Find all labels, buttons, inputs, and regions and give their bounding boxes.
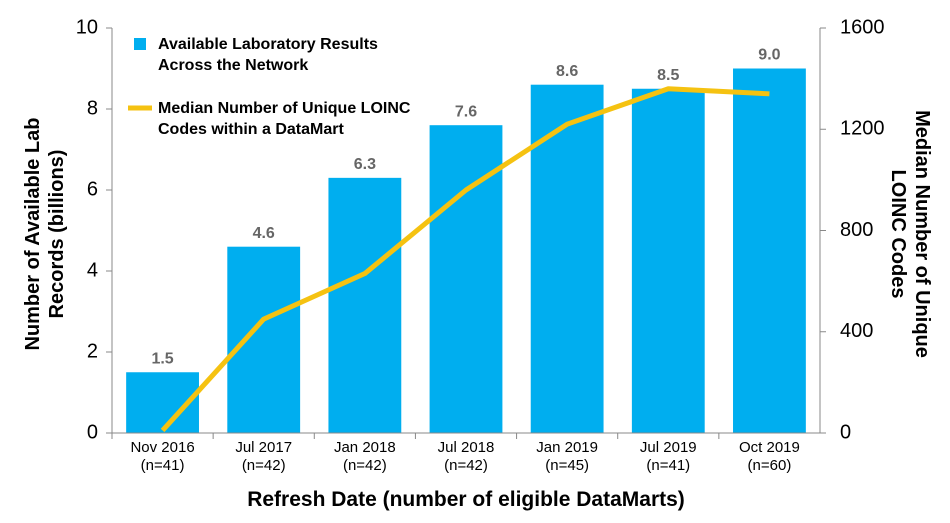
y2-axis-title: Median Number of Unique LOINC Codes [887,110,933,358]
bar [733,68,806,433]
y-tick-label: 0 [87,421,98,443]
y-tick-label: 2 [87,340,98,362]
bar [631,88,705,433]
y-tick-label: 10 [76,16,98,38]
value-label: 9.0 [758,47,780,64]
y-axis-title: Number of Available Lab Records (billion… [22,117,68,351]
y2-tick-label: 800 [840,219,873,241]
y-tick-label: 6 [87,178,98,200]
y2-tick-label: 1200 [840,118,885,140]
x-tick-label: Jan 2019 (n=45) [536,439,598,474]
y2-tick-label: 0 [840,421,851,443]
x-axis-title: Refresh Date (number of eligible DataMar… [247,488,685,511]
value-label: 1.5 [151,350,173,367]
value-label: 6.3 [354,156,376,173]
y2-tick-label: 1600 [840,16,885,38]
y-tick-label: 8 [87,97,98,119]
legend-swatch [134,38,146,50]
value-label: 8.6 [556,63,578,80]
value-label: 7.6 [455,103,477,120]
x-tick-label: Nov 2016 (n=41) [130,439,195,474]
x-tick-label: Jan 2018 (n=42) [333,439,396,474]
y2-tick-label: 400 [840,320,873,342]
x-tick-label: Oct 2019 (n=60) [738,439,800,474]
bar [328,177,402,433]
legend-label: Median Number of Unique LOINC Codes with… [158,100,411,138]
bar [227,246,301,433]
x-tick-label: Jul 2018 (n=42) [437,439,495,474]
x-tick-label: Jul 2017 (n=42) [235,439,293,474]
legend-label: Available Laboratory Results Across the … [158,36,378,74]
y-tick-label: 4 [87,259,98,281]
line [160,86,770,433]
value-label: 8.5 [657,67,679,84]
x-tick-label: Jul 2019 (n=41) [639,439,697,474]
value-label: 4.6 [253,225,275,242]
bar [530,84,604,433]
